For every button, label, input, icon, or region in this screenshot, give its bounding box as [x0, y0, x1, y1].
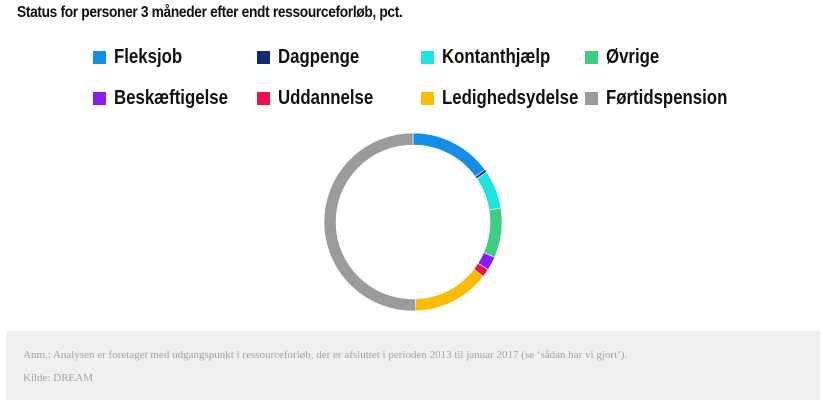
legend-label: Beskæftigelse: [114, 87, 228, 109]
donut-slice-7[interactable]: [415, 268, 484, 312]
legend-label: Kontanthjælp: [442, 46, 551, 68]
legend-item: Uddannelse: [257, 87, 391, 110]
legend-swatch: [585, 51, 598, 64]
footer-box: Anm.: Analysen er foretaget med udgangsp…: [6, 331, 820, 400]
footer-note: Anm.: Analysen er foretaget med udgangsp…: [23, 349, 628, 361]
footer-source: Kilde: DREAM: [23, 372, 93, 384]
legend-label: Dagpenge: [278, 46, 360, 68]
legend-swatch: [585, 92, 598, 105]
legend-swatch: [421, 51, 434, 64]
chart-title: Status for personer 3 måneder efter endt…: [17, 4, 403, 21]
chart-legend: Fleksjob Dagpenge Kontanthjælp Øvrige Beskæf…: [0, 0, 823, 120]
legend-swatch: [93, 92, 106, 105]
donut-slice-1[interactable]: [412, 132, 486, 178]
legend-swatch: [257, 51, 270, 64]
legend-label: Fleksjob: [114, 46, 183, 68]
legend-label: Førtidspension: [606, 87, 728, 109]
legend-item: Fleksjob: [93, 46, 195, 69]
legend-item: Dagpenge: [257, 46, 375, 69]
legend-item: Beskæftigelse: [93, 87, 250, 110]
legend-swatch: [421, 92, 434, 105]
donut-slice-3[interactable]: [476, 171, 502, 211]
legend-item: Øvrige: [585, 46, 669, 69]
legend-label: Ledighedsydelse: [442, 87, 579, 109]
legend-swatch: [93, 51, 106, 64]
donut-slice-8[interactable]: [323, 132, 417, 312]
legend-item: Kontanthjælp: [421, 46, 571, 69]
legend-label: Uddannelse: [278, 87, 374, 109]
legend-swatch: [257, 92, 270, 105]
legend-item: Førtidspension: [585, 87, 750, 110]
legend-label: Øvrige: [606, 46, 660, 68]
donut-slice-4[interactable]: [483, 207, 503, 258]
donut-chart: [323, 132, 503, 312]
legend-item: Ledighedsydelse: [421, 87, 604, 110]
